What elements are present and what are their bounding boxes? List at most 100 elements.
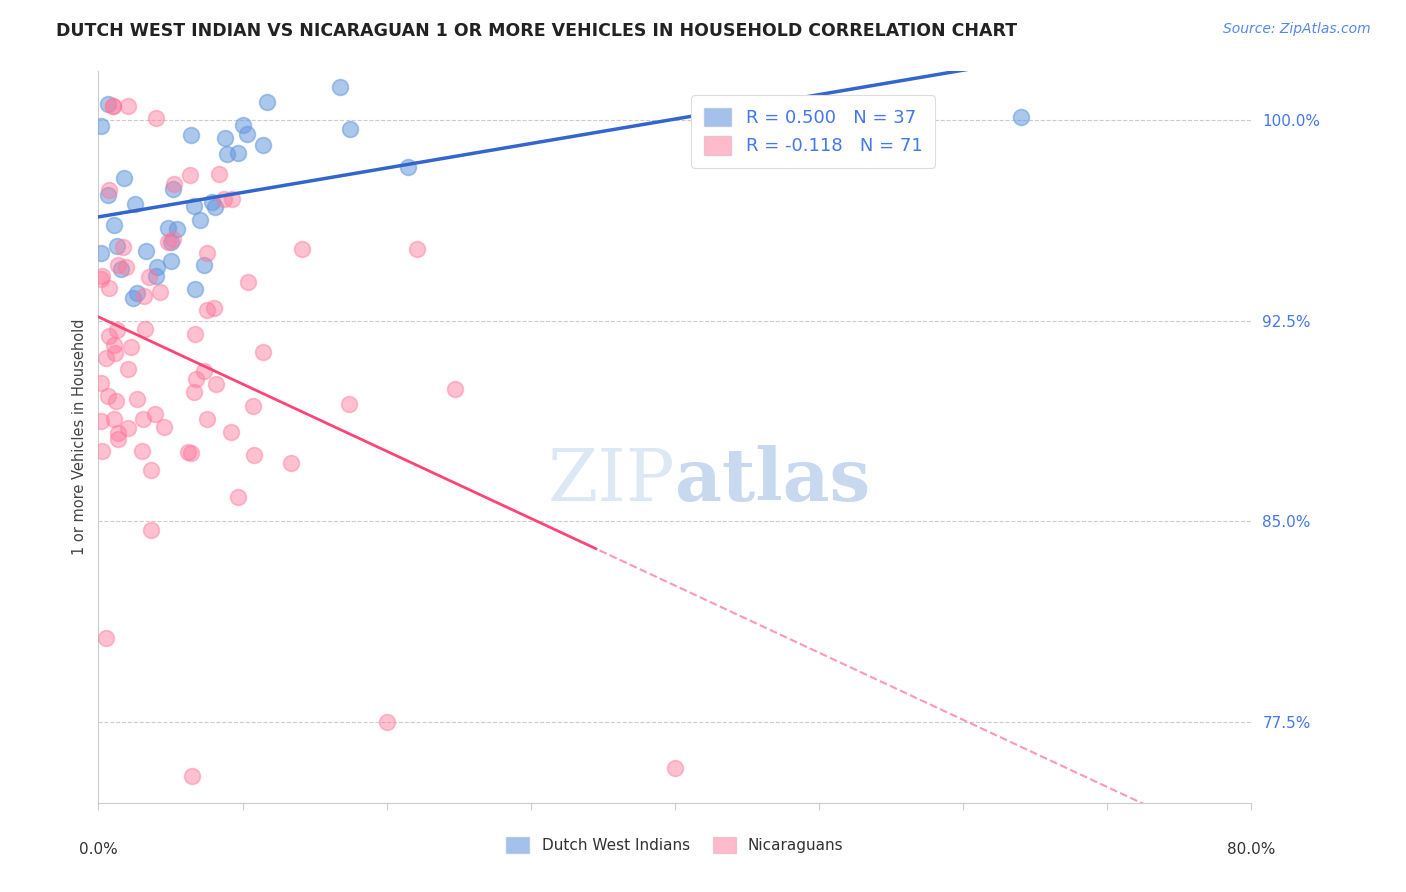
Point <box>160 253 183 268</box>
Point <box>117 99 139 113</box>
Text: atlas: atlas <box>675 445 870 516</box>
Point <box>162 182 184 196</box>
Point <box>238 275 260 289</box>
Point <box>180 769 202 783</box>
Point <box>280 456 302 470</box>
Point <box>90 414 112 428</box>
Point <box>236 128 259 142</box>
Point <box>115 260 138 274</box>
Point <box>103 412 125 426</box>
Point <box>188 213 211 227</box>
Point <box>664 761 686 775</box>
Point <box>160 235 183 249</box>
Point <box>131 412 153 426</box>
Point <box>337 397 360 411</box>
Point <box>112 240 135 254</box>
Point <box>98 183 121 197</box>
Point <box>143 407 166 421</box>
Point <box>145 111 167 125</box>
Point <box>183 199 205 213</box>
Point <box>105 239 128 253</box>
Point <box>195 411 218 425</box>
Point <box>184 282 207 296</box>
Point <box>112 171 135 186</box>
Point <box>1010 110 1032 124</box>
Point <box>98 281 121 295</box>
Point <box>179 168 201 182</box>
Point <box>96 632 118 646</box>
Point <box>103 338 125 352</box>
Point <box>232 119 254 133</box>
Point <box>94 351 117 365</box>
Point <box>98 328 121 343</box>
Point <box>110 262 132 277</box>
Point <box>90 246 112 260</box>
Point <box>195 302 218 317</box>
Point <box>221 192 243 206</box>
Point <box>103 99 125 113</box>
Point <box>329 80 352 95</box>
Point <box>135 244 157 258</box>
Point <box>375 715 398 730</box>
Point <box>200 194 222 209</box>
Point <box>146 260 169 274</box>
Point <box>122 291 145 305</box>
Point <box>195 245 218 260</box>
Point <box>127 392 149 407</box>
Point <box>97 97 120 112</box>
Point <box>117 421 139 435</box>
Point <box>152 419 174 434</box>
Point <box>103 219 125 233</box>
Text: DUTCH WEST INDIAN VS NICARAGUAN 1 OR MORE VEHICLES IN HOUSEHOLD CORRELATION CHAR: DUTCH WEST INDIAN VS NICARAGUAN 1 OR MOR… <box>56 22 1018 40</box>
Point <box>204 376 226 391</box>
Point <box>104 346 127 360</box>
Point <box>107 258 129 272</box>
Point <box>219 425 242 439</box>
Point <box>226 145 249 160</box>
Point <box>183 326 205 341</box>
Point <box>145 268 167 283</box>
Point <box>166 222 188 236</box>
Point <box>131 444 153 458</box>
Point <box>149 285 172 300</box>
Point <box>139 463 162 477</box>
Text: Source: ZipAtlas.com: Source: ZipAtlas.com <box>1223 22 1371 37</box>
Point <box>156 235 179 249</box>
Point <box>157 221 180 235</box>
Point <box>186 372 208 386</box>
Point <box>132 288 155 302</box>
Point <box>97 389 120 403</box>
Point <box>208 167 231 181</box>
Point <box>444 382 467 396</box>
Point <box>243 448 266 462</box>
Point <box>91 269 114 284</box>
Point <box>105 322 128 336</box>
Text: ZIP: ZIP <box>547 446 675 516</box>
Point <box>90 272 112 286</box>
Text: 80.0%: 80.0% <box>1227 842 1275 856</box>
Point <box>97 187 120 202</box>
Point <box>134 322 156 336</box>
Point <box>202 301 225 316</box>
Point <box>120 340 142 354</box>
Y-axis label: 1 or more Vehicles in Household: 1 or more Vehicles in Household <box>72 318 87 556</box>
Point <box>396 160 419 174</box>
Point <box>256 95 278 109</box>
Point <box>217 147 239 161</box>
Point <box>91 444 114 458</box>
Point <box>90 119 112 133</box>
Point <box>339 122 361 136</box>
Legend: Dutch West Indians, Nicaraguans: Dutch West Indians, Nicaraguans <box>499 830 851 861</box>
Point <box>163 177 186 191</box>
Point <box>177 444 200 458</box>
Point <box>138 270 160 285</box>
Point <box>214 131 236 145</box>
Point <box>212 192 235 206</box>
Point <box>162 232 184 246</box>
Point <box>90 376 112 391</box>
Point <box>204 200 226 214</box>
Point <box>242 400 264 414</box>
Point <box>124 197 146 211</box>
Point <box>127 285 149 300</box>
Point <box>104 394 127 409</box>
